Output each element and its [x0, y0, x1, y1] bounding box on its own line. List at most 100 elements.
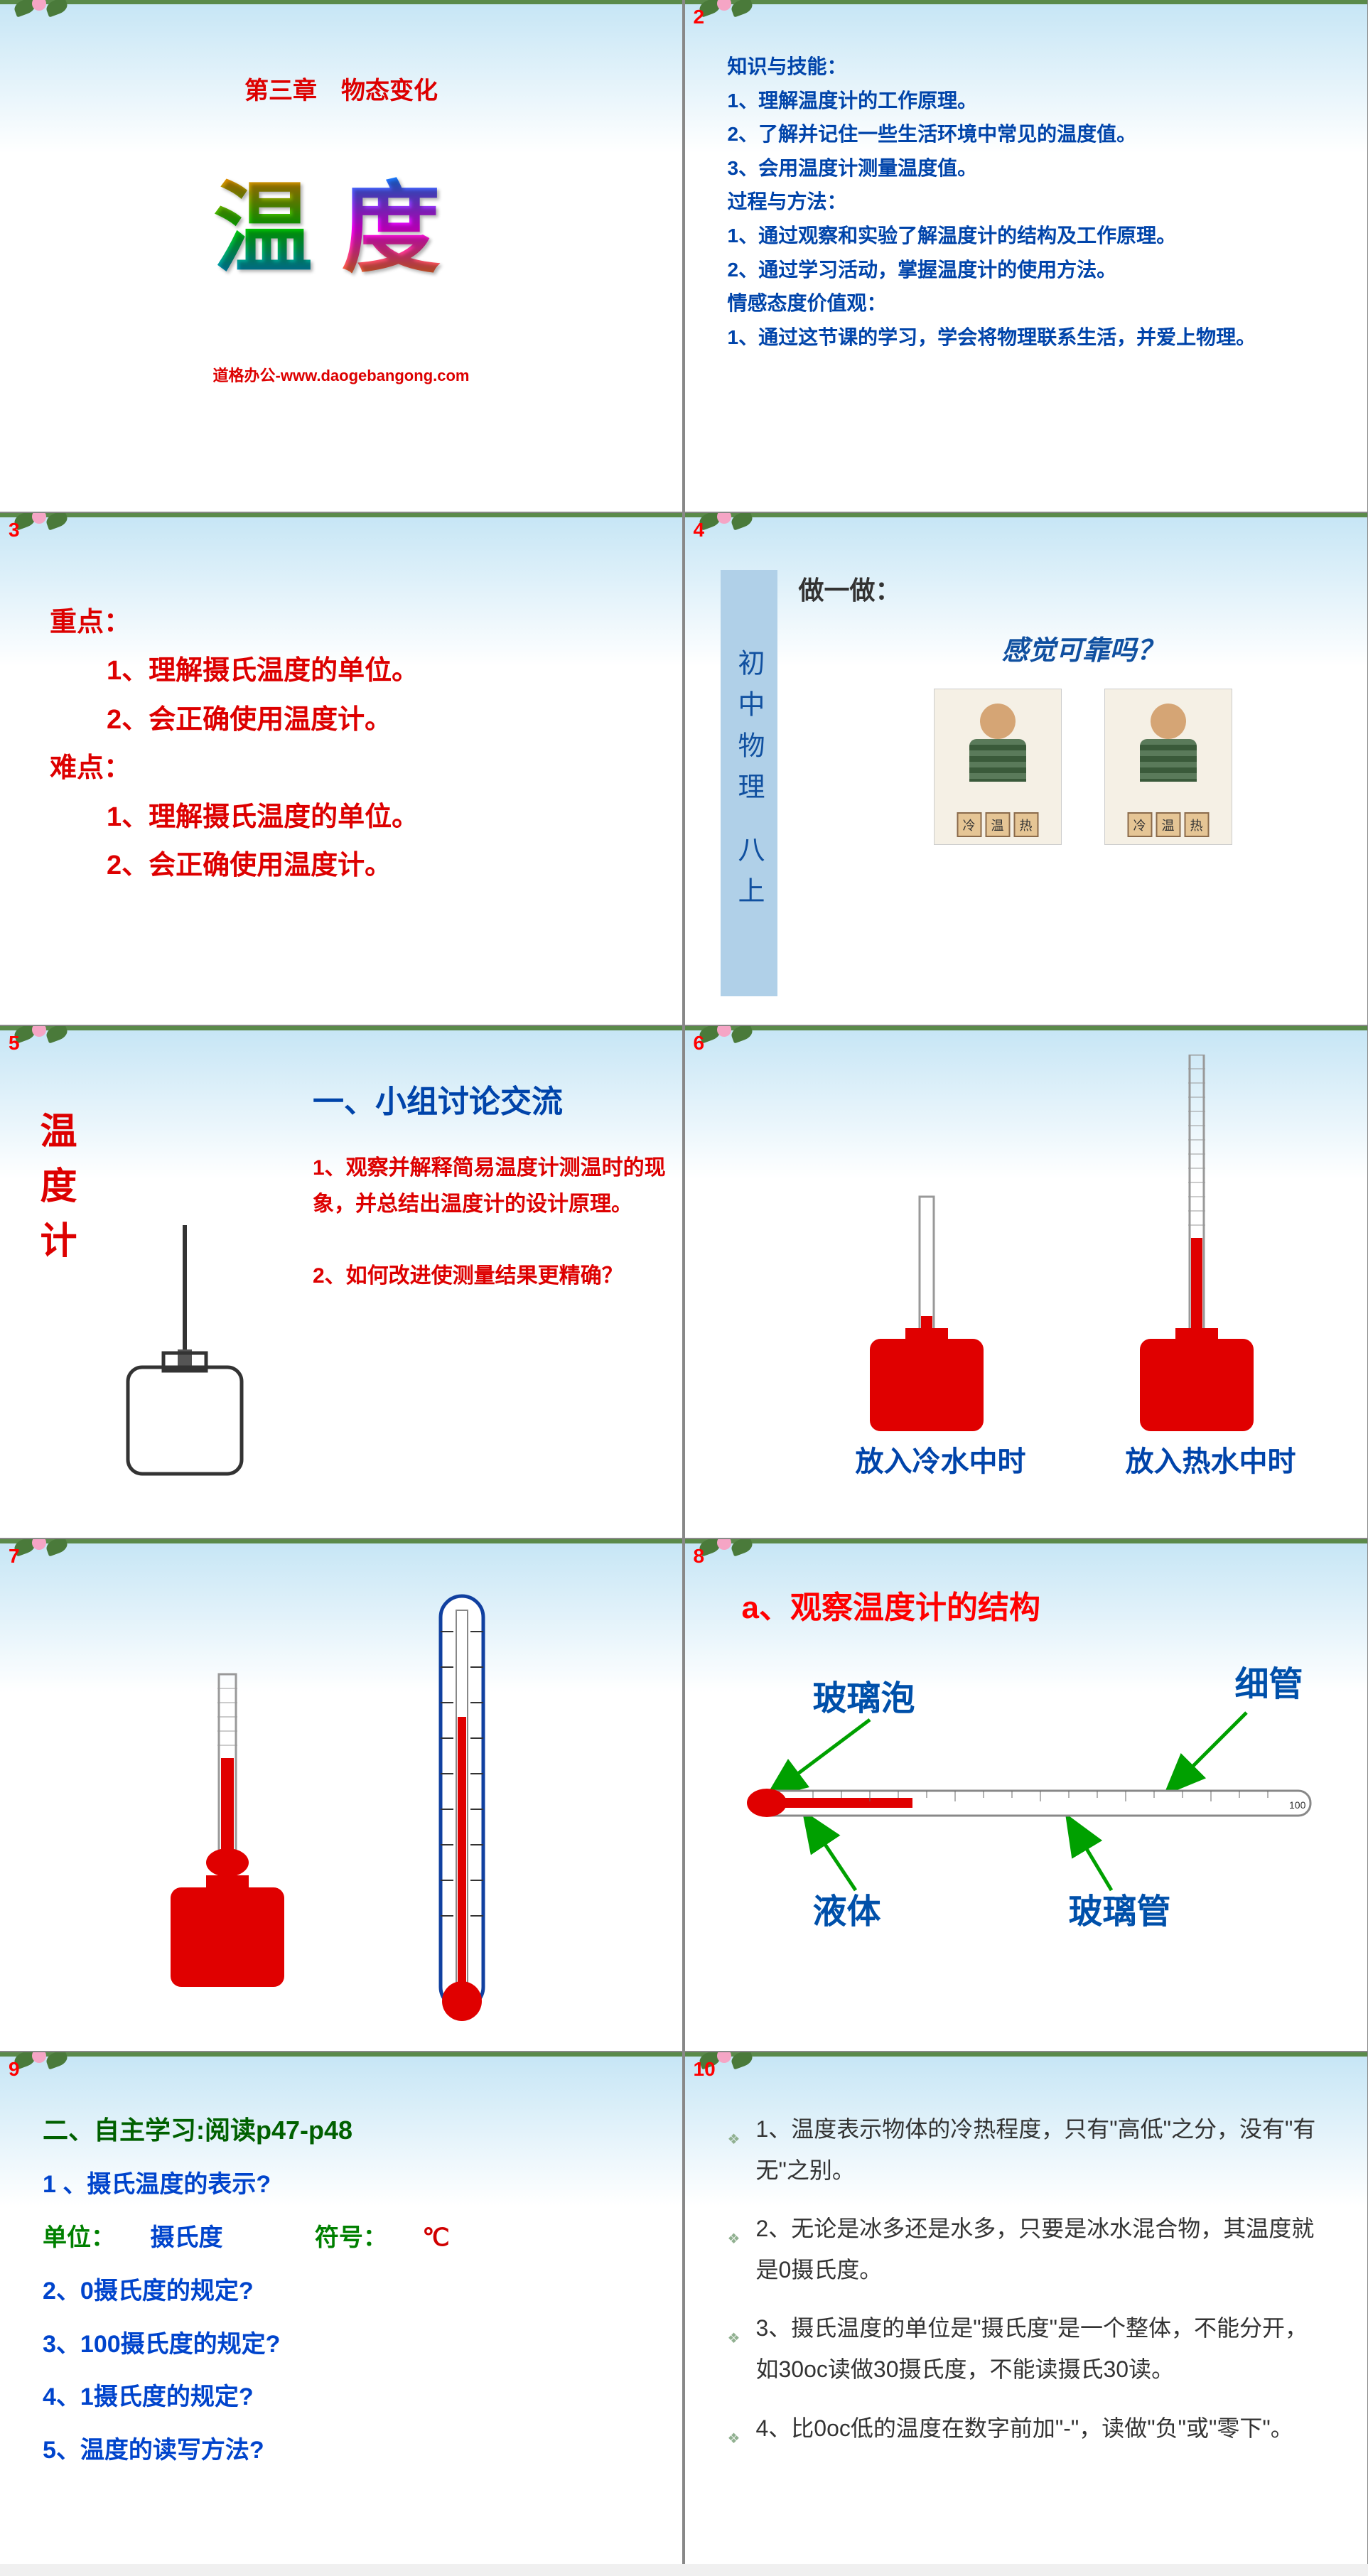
- note-2: 2、无论是冰多还是水多，只要是冰水混合物，其温度就是0摄氏度。: [728, 2209, 1325, 2290]
- thermo-tall: [412, 1589, 512, 2044]
- activity-images: 冷 温 热 冷 温 热: [799, 689, 1367, 845]
- unit-label: 单位：: [43, 2224, 115, 2251]
- title-char-2: 度: [341, 173, 469, 284]
- unit-value: 摄氏度: [150, 2224, 222, 2251]
- decoration: [14, 1026, 64, 1044]
- slide-10: 10 1、温度表示物体的冷热程度，只有"高低"之分，没有"有无"之别。 2、无论…: [685, 2052, 1367, 2564]
- line-5: 2、通过学习活动，掌握温度计的使用方法。: [728, 253, 1325, 287]
- decoration: [699, 1539, 749, 1557]
- person-1: 冷 温 热: [934, 689, 1062, 845]
- objectives-content: 知识与技能： 1、理解温度计的工作原理。 2、了解并记住一些生活环境中常见的温度…: [728, 50, 1325, 354]
- slide-number: 8: [694, 1545, 705, 1568]
- svg-text:100: 100: [1289, 1799, 1306, 1811]
- bullet-icon: [728, 2315, 740, 2328]
- key-2: 2、会正确使用温度计。: [107, 696, 632, 744]
- note-4: 4、比0oc低的温度在数字前加"-"，读做"负"或"零下"。: [728, 2408, 1325, 2450]
- notes-content: 1、温度表示物体的冷热程度，只有"高低"之分，没有"有无"之别。 2、无论是冰多…: [728, 2109, 1325, 2449]
- box-cold: 冷: [1127, 812, 1152, 837]
- q3: 3、100摄氏度的规定?: [43, 2318, 640, 2371]
- q1: 1 、摄氏温度的表示?: [43, 2158, 640, 2211]
- slide-number: 10: [694, 2058, 716, 2081]
- boxes-1: 冷 温 热: [957, 812, 1038, 837]
- heading-knowledge: 知识与技能：: [728, 50, 1325, 84]
- box-warm: 温: [985, 812, 1010, 837]
- slide-number: 9: [9, 2058, 20, 2081]
- discussion-q1: 1、观察并解释简易温度计测温时的现象，并总结出温度计的设计原理。: [313, 1150, 682, 1222]
- person-2: 冷 温 热: [1104, 689, 1232, 845]
- thermo-tall-svg: [412, 1589, 512, 2044]
- slide-number: 7: [9, 1545, 20, 1568]
- slide-4: 4 初中物理 八上 做一做： 感觉可靠吗？ 冷 温 热 冷 温 热: [685, 513, 1367, 1025]
- diff-2: 2、会正确使用温度计。: [107, 841, 632, 890]
- q4: 4、1摄氏度的规定?: [43, 2371, 640, 2424]
- top-border: [0, 1539, 682, 1543]
- bullet-icon: [728, 2116, 740, 2129]
- cold-water-demo: 放入冷水中时: [856, 1055, 1026, 1480]
- note-1: 1、温度表示物体的冷热程度，只有"高低"之分，没有"有无"之别。: [728, 2109, 1325, 2191]
- decoration: [14, 1539, 64, 1557]
- study-title: 二、自主学习:阅读p47-p48: [43, 2102, 640, 2158]
- top-border: [0, 2052, 682, 2057]
- heading-attitude: 情感态度价值观：: [728, 286, 1325, 320]
- slide-3: 3 重点： 1、理解摄氏温度的单位。 2、会正确使用温度计。 难点： 1、理解摄…: [0, 513, 682, 1025]
- sidebar-thermometer: 温度计: [28, 1111, 82, 1276]
- label-glass-tube: 玻璃管: [1069, 1883, 1171, 1933]
- q5: 5、温度的读写方法?: [43, 2424, 640, 2477]
- q2: 2、0摄氏度的规定?: [43, 2265, 640, 2318]
- structure-title: a、观察温度计的结构: [742, 1582, 1367, 1627]
- decoration: [699, 0, 749, 18]
- label-thin-tube: 细管: [1234, 1656, 1303, 1705]
- box-cold: 冷: [957, 812, 981, 837]
- boxes-2: 冷 温 热: [1127, 812, 1209, 837]
- bottle-svg: [107, 1225, 263, 1495]
- line-2: 2、了解并记住一些生活环境中常见的温度值。: [728, 117, 1325, 151]
- footer-link: 道格办公-www.daogebangong.com: [0, 363, 682, 386]
- study-content: 二、自主学习:阅读p47-p48 1 、摄氏温度的表示? 单位： 摄氏度 符号：…: [43, 2102, 640, 2477]
- decoration: [14, 2052, 64, 2070]
- unit-line: 单位： 摄氏度 符号： ℃: [43, 2211, 640, 2265]
- box-hot: 热: [1013, 812, 1038, 837]
- slide-9: 9 二、自主学习:阅读p47-p48 1 、摄氏温度的表示? 单位： 摄氏度 符…: [0, 2052, 682, 2564]
- hot-label: 放入热水中时: [1126, 1438, 1296, 1480]
- slides-grid: 第三章 物态变化 温度 道格办公-www.daogebangong.com 2 …: [0, 0, 1368, 2564]
- thermo-short-svg: [156, 1603, 298, 2001]
- slide-5: 5 温度计 一、小组讨论交流 1、观察并解释简易温度计测温时的现象，并总结出温度…: [0, 1026, 682, 1538]
- activity-question: 感觉可靠吗？: [799, 628, 1367, 667]
- bullet-icon: [728, 2216, 740, 2229]
- slide-number: 2: [694, 6, 705, 28]
- slide-7: 7: [0, 1539, 682, 2051]
- discussion-q2: 2、如何改进使测量结果更精确？: [313, 1258, 682, 1294]
- discussion-content: 一、小组讨论交流 1、观察并解释简易温度计测温时的现象，并总结出温度计的设计原理…: [313, 1076, 682, 1294]
- slide-2: 2 知识与技能： 1、理解温度计的工作原理。 2、了解并记住一些生活环境中常见的…: [685, 0, 1367, 512]
- line-1: 1、理解温度计的工作原理。: [728, 84, 1325, 118]
- heading-process: 过程与方法：: [728, 185, 1325, 219]
- slide-6: 6 放入冷水中时 放入热水中时: [685, 1026, 1367, 1538]
- slide-number: 6: [694, 1032, 705, 1055]
- slide-1: 第三章 物态变化 温度 道格办公-www.daogebangong.com: [0, 0, 682, 512]
- label-liquid: 液体: [813, 1883, 881, 1933]
- discussion-title: 一、小组讨论交流: [313, 1076, 682, 1121]
- line-6: 1、通过这节课的学习，学会将物理联系生活，并爱上物理。: [728, 320, 1325, 355]
- thermo-short: [156, 1603, 298, 2001]
- note-3: 3、摄氏温度的单位是"摄氏度"是一个整体，不能分开，如30oc读做30摄氏度，不…: [728, 2308, 1325, 2390]
- bullet-icon: [728, 2415, 740, 2428]
- box-warm: 温: [1156, 812, 1180, 837]
- slide-8: 8 a、观察温度计的结构 玻璃泡 细管 液体 玻璃管: [685, 1539, 1367, 2051]
- top-border: [0, 513, 682, 517]
- top-border: [685, 513, 1367, 517]
- key-1: 1、理解摄氏温度的单位。: [107, 647, 632, 695]
- top-border: [0, 1026, 682, 1030]
- cold-label: 放入冷水中时: [856, 1438, 1026, 1480]
- decoration: [699, 1026, 749, 1044]
- keypoints-content: 重点： 1、理解摄氏温度的单位。 2、会正确使用温度计。 难点： 1、理解摄氏温…: [50, 598, 632, 890]
- title-char-1: 温: [213, 173, 341, 284]
- bottle-diagram: [107, 1225, 263, 1495]
- thermometer-diagram: 玻璃泡 细管 液体 玻璃管: [728, 1684, 1325, 1929]
- slide-number: 5: [9, 1032, 20, 1055]
- hot-water-demo: 放入热水中时: [1126, 1055, 1296, 1480]
- top-border: [685, 1539, 1367, 1543]
- line-4: 1、通过观察和实验了解温度计的结构及工作原理。: [728, 219, 1325, 253]
- decoration: [14, 513, 64, 531]
- hot-bottle-svg: [1126, 1055, 1268, 1438]
- chapter-title: 第三章 物态变化: [0, 71, 682, 106]
